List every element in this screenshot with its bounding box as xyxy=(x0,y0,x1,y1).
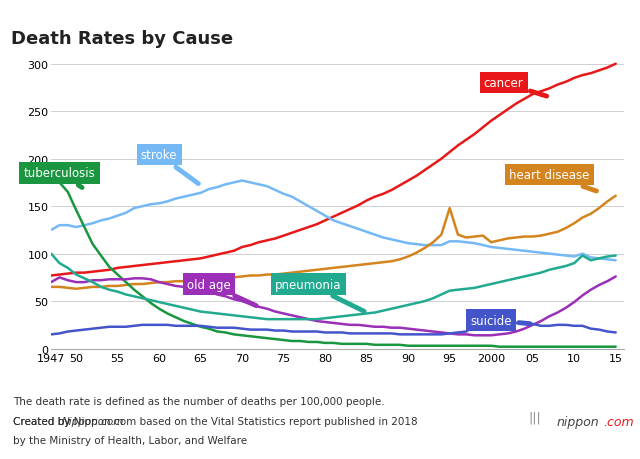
Text: cancer: cancer xyxy=(484,77,547,97)
Text: Created by: Created by xyxy=(13,416,74,426)
Text: Created by Nippon.com based on the Vital Statistics report published in 2018: Created by Nippon.com based on the Vital… xyxy=(13,416,417,426)
Text: by the Ministry of Health, Labor, and Welfare: by the Ministry of Health, Labor, and We… xyxy=(13,435,247,445)
Text: |||: ||| xyxy=(528,411,541,424)
Text: old age: old age xyxy=(187,278,256,306)
Text: suicide: suicide xyxy=(470,314,530,327)
Text: Nippon.com: Nippon.com xyxy=(62,416,124,426)
Text: Death Rates by Cause: Death Rates by Cause xyxy=(11,30,233,48)
Text: nippon: nippon xyxy=(557,415,600,428)
Text: heart disease: heart disease xyxy=(509,169,596,191)
Text: .com: .com xyxy=(603,415,634,428)
Text: tuberculosis: tuberculosis xyxy=(24,167,95,188)
Text: The death rate is defined as the number of deaths per 100,000 people.: The death rate is defined as the number … xyxy=(13,396,385,406)
Text: stroke: stroke xyxy=(141,149,198,184)
Text: pneumonia: pneumonia xyxy=(275,278,364,312)
